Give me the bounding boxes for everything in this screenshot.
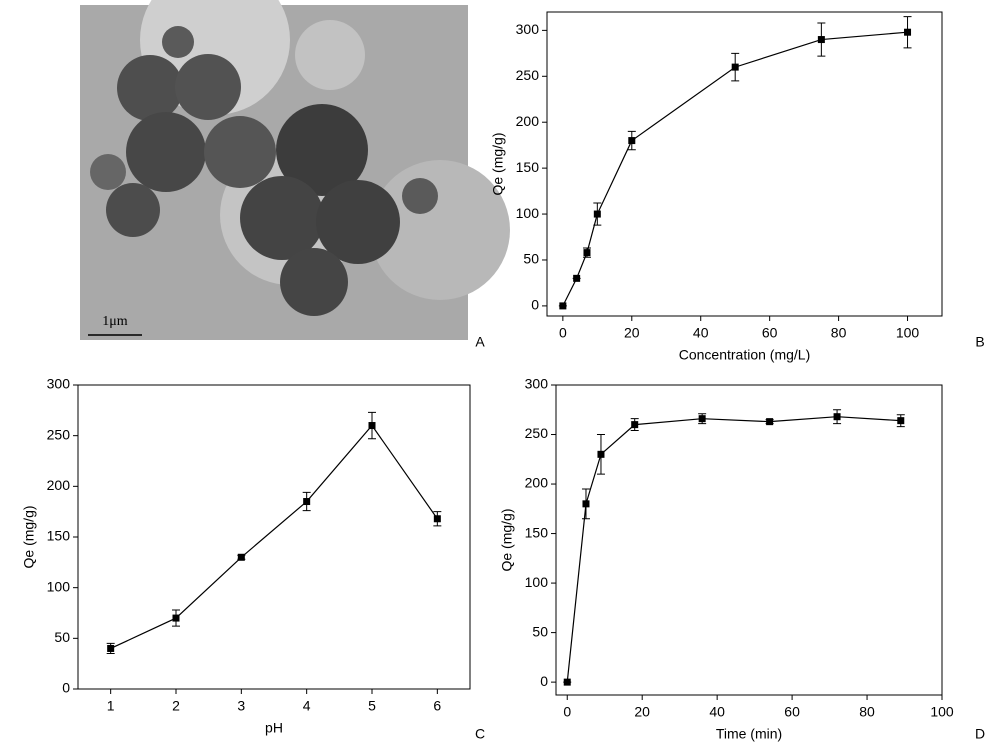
data-point <box>237 553 245 561</box>
particle <box>240 176 324 260</box>
data-point <box>582 500 590 508</box>
y-tick-label: 200 <box>516 113 540 129</box>
data-point <box>597 450 605 458</box>
y-tick-label: 50 <box>523 251 539 267</box>
x-tick-label: 0 <box>559 325 567 341</box>
data-point <box>107 644 115 652</box>
data-line <box>562 31 908 307</box>
particle <box>90 154 126 190</box>
data-point <box>563 678 571 686</box>
x-tick-label: 100 <box>896 325 920 341</box>
x-tick-label: 60 <box>784 704 800 720</box>
particle <box>316 180 400 264</box>
y-tick-label: 250 <box>525 425 549 441</box>
y-tick-label: 150 <box>47 528 71 544</box>
y-tick-label: 50 <box>532 623 548 639</box>
x-tick-label: 4 <box>303 698 311 714</box>
data-point <box>631 421 639 429</box>
micrograph: 1μm <box>80 0 510 340</box>
y-tick-label: 250 <box>47 426 71 442</box>
particle <box>175 54 241 120</box>
x-tick-label: 5 <box>368 698 376 714</box>
data-point <box>303 498 311 506</box>
data-point <box>172 614 180 622</box>
y-tick-label: 0 <box>540 673 548 689</box>
y-tick-label: 300 <box>47 376 71 392</box>
y-tick-label: 50 <box>54 629 70 645</box>
data-point <box>628 137 636 145</box>
y-tick-label: 0 <box>531 297 539 313</box>
x-tick-label: 3 <box>237 698 245 714</box>
plot-frame <box>555 384 943 696</box>
data-point <box>904 28 912 36</box>
data-point <box>766 418 774 426</box>
x-axis-label: Time (min) <box>716 726 782 742</box>
y-tick-label: 250 <box>516 67 540 83</box>
x-tick-label: 20 <box>634 704 650 720</box>
y-tick-label: 100 <box>47 578 71 594</box>
y-tick-label: 200 <box>525 475 549 491</box>
x-tick-label: 100 <box>930 704 954 720</box>
data-point <box>368 422 376 430</box>
data-point <box>559 302 567 310</box>
data-point <box>698 415 706 423</box>
x-tick-label: 80 <box>859 704 875 720</box>
data-point <box>573 274 581 282</box>
data-point <box>817 36 825 44</box>
data-point <box>731 63 739 71</box>
y-tick-label: 150 <box>525 524 549 540</box>
y-tick-label: 200 <box>47 477 71 493</box>
y-axis-label: Qe (mg/g) <box>499 508 515 571</box>
particle <box>276 104 368 196</box>
x-tick-label: 2 <box>172 698 180 714</box>
y-axis-label: Qe (mg/g) <box>21 505 37 568</box>
x-tick-label: 60 <box>762 325 778 341</box>
x-tick-label: 0 <box>563 704 571 720</box>
x-tick-label: 80 <box>831 325 847 341</box>
plot-frame <box>546 11 943 317</box>
particle <box>280 248 348 316</box>
panel-label: A <box>475 334 485 350</box>
y-axis-label: Qe (mg/g) <box>490 132 506 195</box>
y-tick-label: 300 <box>525 376 549 392</box>
panel-label: C <box>475 726 485 742</box>
panel-label: B <box>975 334 984 350</box>
panel-label: D <box>975 726 985 742</box>
particle <box>402 178 438 214</box>
y-tick-label: 300 <box>516 21 540 37</box>
x-tick-label: 40 <box>709 704 725 720</box>
x-axis-label: Concentration (mg/L) <box>679 347 811 363</box>
particle <box>106 183 160 237</box>
plot-frame <box>77 384 471 690</box>
data-point <box>433 515 441 523</box>
y-tick-label: 100 <box>525 574 549 590</box>
particle <box>117 55 183 121</box>
x-axis-label: pH <box>265 720 283 736</box>
x-tick-label: 20 <box>624 325 640 341</box>
data-point <box>897 417 905 425</box>
scale-label: 1μm <box>102 314 128 329</box>
data-line <box>110 424 438 650</box>
y-tick-label: 150 <box>516 159 540 175</box>
y-tick-label: 0 <box>62 680 70 696</box>
halo <box>295 20 365 90</box>
data-point <box>583 249 591 257</box>
data-point <box>833 413 841 421</box>
data-line <box>566 416 901 683</box>
x-tick-label: 6 <box>433 698 441 714</box>
data-point <box>593 210 601 218</box>
particle <box>126 112 206 192</box>
x-tick-label: 40 <box>693 325 709 341</box>
x-tick-label: 1 <box>107 698 115 714</box>
particle <box>162 26 194 58</box>
y-tick-label: 100 <box>516 205 540 221</box>
particle <box>204 116 276 188</box>
